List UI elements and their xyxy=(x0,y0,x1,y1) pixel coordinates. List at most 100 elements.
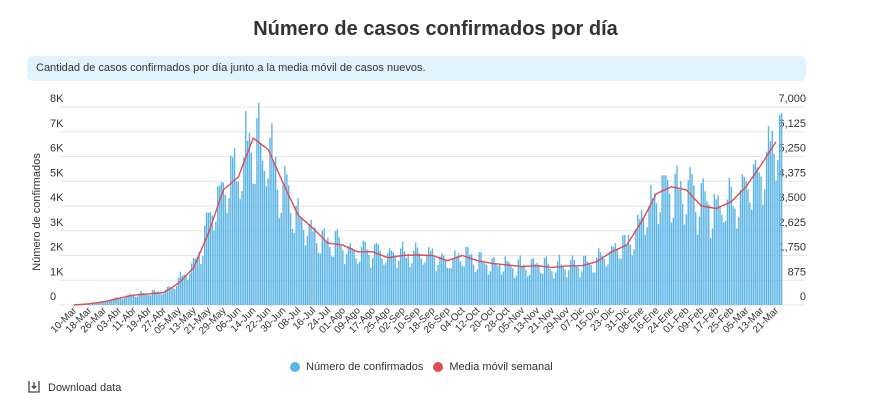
bar xyxy=(739,190,742,305)
bar xyxy=(642,217,645,305)
bar xyxy=(752,164,755,305)
download-icon xyxy=(28,380,40,396)
bar xyxy=(401,241,404,305)
bar xyxy=(403,251,406,305)
bar xyxy=(470,253,473,305)
bar xyxy=(765,151,768,305)
bar xyxy=(633,249,635,305)
bar xyxy=(736,228,738,305)
bar xyxy=(463,266,465,305)
bar xyxy=(672,217,675,305)
bar xyxy=(597,248,600,305)
bar xyxy=(579,277,581,305)
bar xyxy=(213,230,215,305)
legend-confirmed-swatch xyxy=(290,362,300,372)
y-tick-left: 1K xyxy=(50,266,64,278)
bar xyxy=(737,217,740,305)
bar xyxy=(291,228,294,305)
bar xyxy=(569,260,572,305)
bar xyxy=(538,264,540,305)
bar xyxy=(650,184,652,305)
bar xyxy=(144,293,146,305)
bar xyxy=(134,296,137,305)
bar xyxy=(192,258,195,305)
bar xyxy=(751,209,753,305)
bar xyxy=(497,266,499,305)
bar xyxy=(189,273,191,305)
bar xyxy=(252,183,254,305)
bar xyxy=(762,204,764,305)
bar xyxy=(286,174,288,305)
bar xyxy=(467,246,469,305)
bar xyxy=(306,235,309,305)
bar xyxy=(355,258,357,305)
bar xyxy=(663,175,665,305)
bar xyxy=(465,246,467,305)
bar xyxy=(657,224,660,305)
bar xyxy=(398,260,400,305)
bar xyxy=(228,197,230,305)
bar xyxy=(652,198,654,305)
bar xyxy=(151,290,154,305)
bar xyxy=(706,201,708,305)
bar xyxy=(217,186,219,305)
bar xyxy=(573,260,576,305)
bar xyxy=(407,253,409,305)
bar xyxy=(519,255,521,305)
bar xyxy=(312,231,314,305)
bar xyxy=(428,247,430,305)
bar xyxy=(456,256,458,305)
bar xyxy=(349,243,352,305)
bar xyxy=(448,268,450,305)
bar xyxy=(426,254,428,305)
bar xyxy=(780,113,783,306)
bar xyxy=(424,262,426,305)
bar xyxy=(405,257,408,305)
bar xyxy=(493,257,495,305)
bar xyxy=(616,249,618,305)
bar xyxy=(461,265,464,305)
bar xyxy=(536,263,538,305)
bar xyxy=(233,148,236,305)
bar xyxy=(338,237,340,305)
bar xyxy=(609,251,611,305)
bar xyxy=(400,248,402,305)
legend-confirmed[interactable]: Número de confirmados xyxy=(306,361,424,373)
bar xyxy=(215,221,217,305)
bar xyxy=(245,110,247,305)
bar xyxy=(364,241,366,305)
bar xyxy=(543,258,546,305)
bar xyxy=(577,267,579,305)
bar xyxy=(136,296,139,305)
legend-moving-average[interactable]: Media móvil semanal xyxy=(449,361,553,373)
bar xyxy=(396,267,398,305)
bar xyxy=(183,274,185,305)
bar xyxy=(668,193,671,305)
bar xyxy=(267,178,269,305)
bar xyxy=(409,266,411,305)
bar xyxy=(472,264,475,305)
download-data-button[interactable]: Download data xyxy=(28,380,121,396)
bar xyxy=(334,231,337,305)
bar xyxy=(175,286,178,305)
bar xyxy=(429,250,432,305)
bar xyxy=(340,245,342,305)
bar xyxy=(386,253,389,305)
bar xyxy=(243,157,245,305)
bar xyxy=(95,303,98,305)
bar xyxy=(709,238,712,305)
bar xyxy=(97,302,99,305)
bar xyxy=(375,243,378,305)
bar xyxy=(504,256,506,305)
bar xyxy=(614,243,617,305)
bar xyxy=(198,251,200,305)
bar xyxy=(273,162,275,305)
bar xyxy=(321,230,324,305)
bar xyxy=(444,260,447,305)
bar xyxy=(411,263,413,305)
bar xyxy=(370,267,372,305)
bar xyxy=(381,258,383,305)
bar xyxy=(373,244,376,305)
bar xyxy=(540,272,542,305)
